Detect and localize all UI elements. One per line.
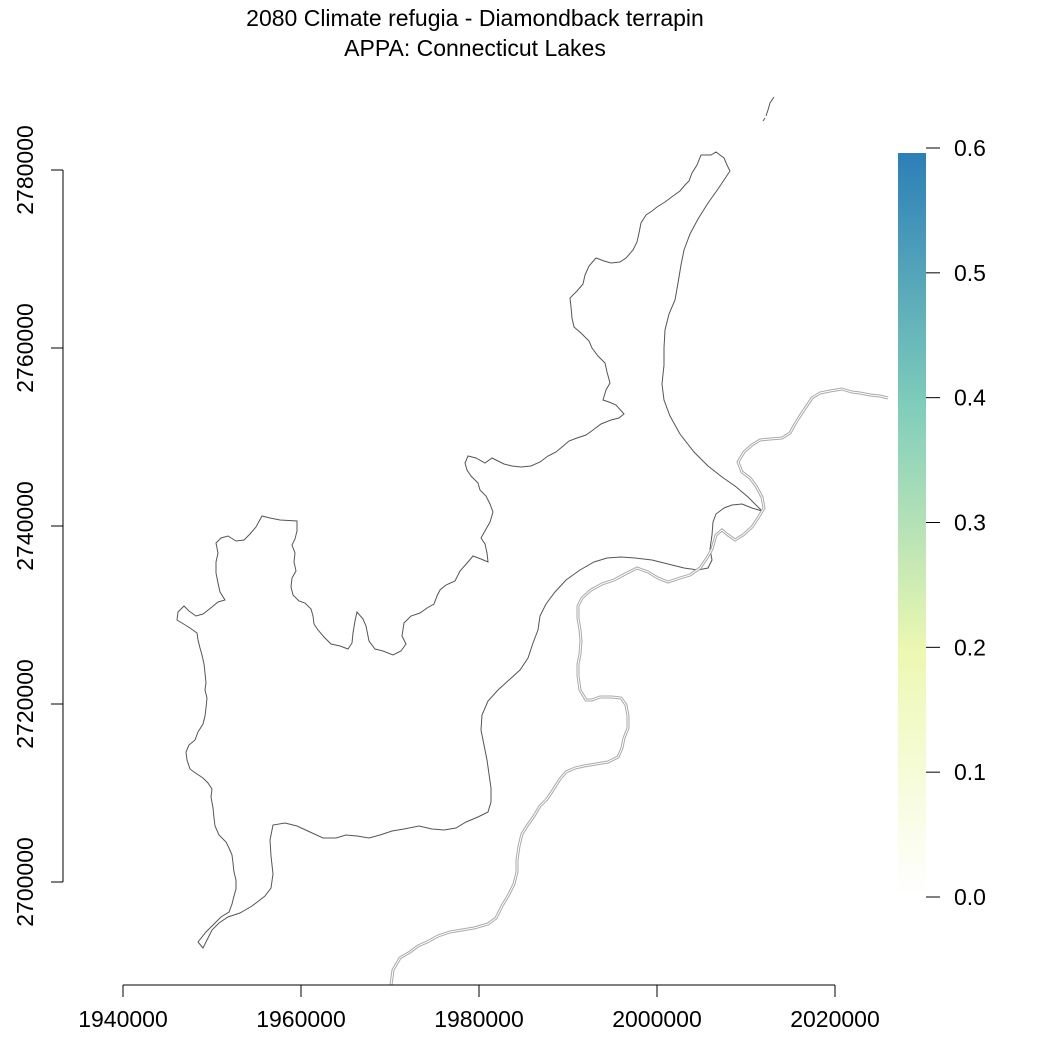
x-tick-label: 1980000 [434,1006,524,1032]
map-subtitle: APPA: Connecticut Lakes [344,35,606,61]
legend-tick-label: 0.6 [954,135,986,161]
y-tick-label: 2760000 [12,303,38,393]
park-boundary [176,151,763,949]
legend: 0.0 0.1 0.2 0.3 0.4 0.5 0.6 [898,135,986,910]
y-tick-label: 2780000 [12,125,38,215]
y-axis: 2700000 2720000 2740000 2760000 2780000 [12,125,64,927]
x-tick-label: 1940000 [78,1006,168,1032]
y-tick-label: 2720000 [12,659,38,749]
legend-tick-label: 0.0 [954,884,986,910]
y-tick-label: 2700000 [12,837,38,927]
x-tick-label: 2000000 [612,1006,702,1032]
legend-tick-label: 0.4 [954,385,986,411]
boundary-fragment [762,96,775,122]
legend-tick-label: 0.2 [954,634,986,660]
map-area [176,96,889,986]
legend-tick-label: 0.5 [954,260,986,286]
state-line [389,387,889,986]
map-title: 2080 Climate refugia - Diamondback terra… [246,5,704,31]
y-tick-label: 2740000 [12,481,38,571]
legend-tick-label: 0.1 [954,759,986,785]
legend-tick-label: 0.3 [954,510,986,536]
x-tick-label: 2020000 [790,1006,880,1032]
x-axis: 1940000 1960000 1980000 2000000 2020000 [78,984,880,1032]
x-tick-label: 1960000 [256,1006,346,1032]
legend-color-bar [898,153,926,897]
